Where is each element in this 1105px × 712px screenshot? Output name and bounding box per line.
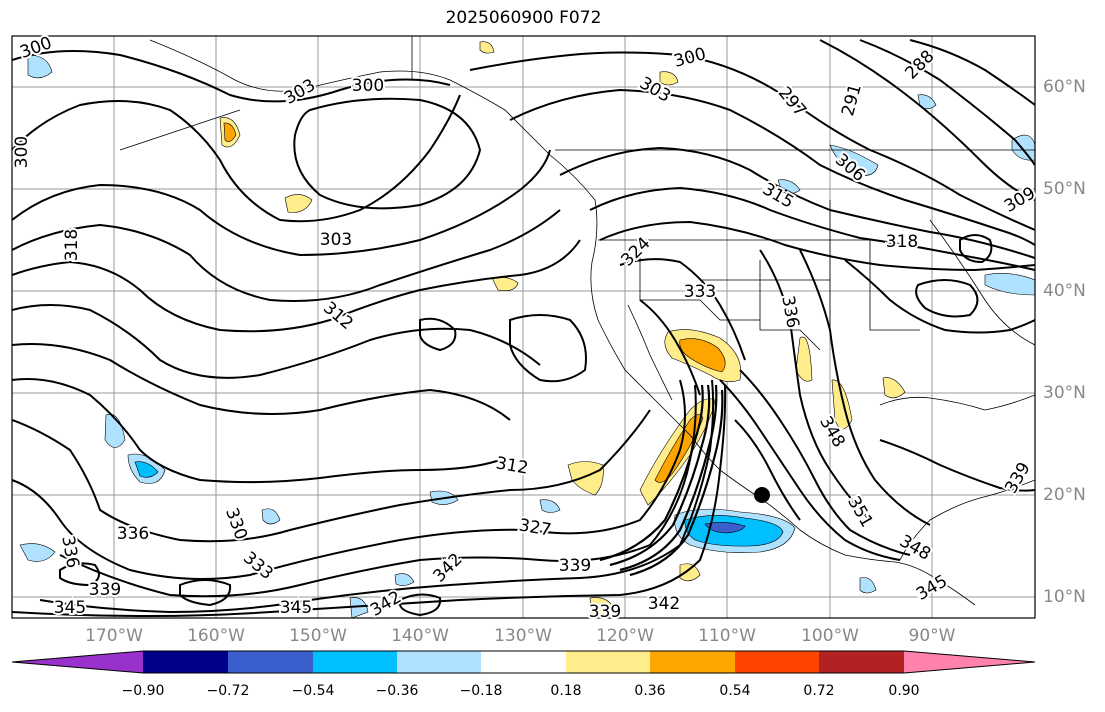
gridlines: [12, 36, 1035, 618]
colorbar-tick: 0.54: [719, 683, 751, 699]
colorbar-segment: [12, 651, 143, 673]
lat-label-60n: 60°N: [1043, 77, 1086, 97]
colorbar-tick: −0.90: [121, 683, 165, 699]
contour-label: 333: [684, 282, 716, 302]
colorbar-tick: −0.36: [375, 683, 419, 699]
lon-label-130w: 130°W: [494, 626, 552, 646]
colorbar-outline: [11, 650, 1036, 674]
lon-label-150w: 150°W: [289, 626, 347, 646]
contour-label: 339: [89, 580, 121, 600]
contour-label: 300: [352, 76, 384, 96]
contour-label: 318: [62, 229, 82, 261]
lat-label-50n: 50°N: [1043, 179, 1086, 199]
lat-label-40n: 40°N: [1043, 281, 1086, 301]
colorbar-segment: [228, 651, 313, 673]
colorbar-tick: 0.18: [550, 683, 582, 699]
shaded-patches: [19, 41, 1035, 618]
colorbar-segment: [904, 651, 1035, 673]
colorbar-tick: −0.72: [206, 683, 250, 699]
lat-label-30n: 30°N: [1043, 383, 1086, 403]
contour-label: 300: [12, 136, 32, 168]
colorbar-segment: [313, 651, 397, 673]
lon-label-90w: 90°W: [908, 626, 956, 646]
contour-label: 339: [559, 556, 591, 576]
contour-label: 303: [320, 230, 352, 250]
colorbar-segment: [735, 651, 819, 673]
colorbar-tick: −0.54: [291, 683, 335, 699]
lat-label-10n: 10°N: [1043, 587, 1086, 607]
lon-label-100w: 100°W: [801, 626, 859, 646]
colorbar: [11, 650, 1036, 674]
dense-contours: [599, 384, 724, 577]
contour-label: 339: [589, 602, 621, 622]
lat-label-20n: 20°N: [1043, 485, 1086, 505]
lon-label-160w: 160°W: [187, 626, 245, 646]
colorbar-segment: [143, 651, 228, 673]
lon-label-110w: 110°W: [698, 626, 756, 646]
colorbar-tick: −0.18: [459, 683, 503, 699]
contour-label: 336: [117, 524, 149, 544]
contour-label: 318: [886, 232, 918, 252]
contour-label: 345: [54, 598, 86, 618]
contour-label: 345: [280, 598, 312, 618]
colorbar-segment: [819, 651, 904, 673]
map-title: 2025060900 F072: [445, 8, 602, 28]
colorbar-segment: [566, 651, 650, 673]
colorbar-segment: [650, 651, 735, 673]
height-contours: [12, 39, 1035, 618]
contour-label: 342: [648, 594, 680, 614]
colorbar-tick: 0.72: [803, 683, 835, 699]
colorbar-segment: [481, 651, 566, 673]
lon-label-120w: 120°W: [596, 626, 654, 646]
colorbar-segment: [397, 651, 481, 673]
colorbar-tick: 0.90: [888, 683, 920, 699]
colorbar-tick: 0.36: [634, 683, 666, 699]
lon-label-140w: 140°W: [391, 626, 449, 646]
lon-label-170w: 170°W: [85, 626, 143, 646]
